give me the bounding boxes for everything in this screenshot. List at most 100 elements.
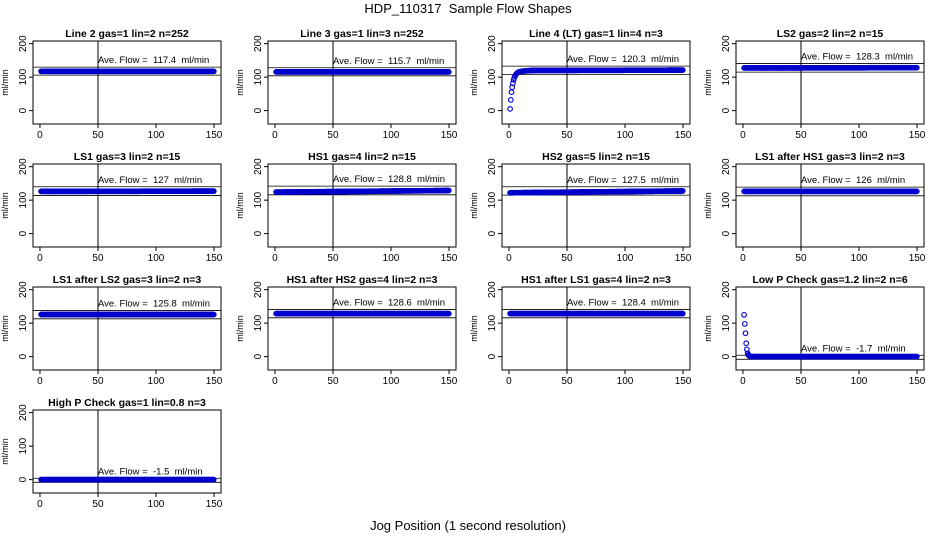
y-tick-label: 200 <box>18 158 29 175</box>
x-tick-label: 0 <box>272 253 278 264</box>
average-flow-label: Ave. Flow = 128.6 ml/min <box>333 297 445 308</box>
data-point <box>679 310 686 317</box>
y-tick-label: 200 <box>487 158 498 175</box>
y-tick-label: 0 <box>487 353 498 359</box>
average-flow-label: Ave. Flow = 128.4 ml/min <box>567 297 679 308</box>
x-tick-label: 150 <box>206 499 223 510</box>
x-tick-label: 0 <box>740 376 746 387</box>
x-tick-label: 0 <box>37 376 43 387</box>
y-tick-label: 200 <box>721 281 732 298</box>
y-tick-label: 100 <box>487 191 498 208</box>
y-tick-label: 0 <box>721 230 732 236</box>
y-tick-label: 100 <box>253 68 264 85</box>
plot-frame <box>501 40 691 125</box>
x-tick-label: 150 <box>675 130 692 141</box>
plot-panel: HS1 after HS2 gas=4 lin=2 n=3 0 50 100 150 0 1… <box>235 274 458 387</box>
y-axis-title: ml/min <box>469 192 479 219</box>
x-tick-label: 0 <box>37 499 43 510</box>
x-tick-label: 50 <box>561 376 573 387</box>
y-tick-label: 100 <box>721 314 732 331</box>
plot-frame <box>267 163 457 248</box>
y-tick-label: 200 <box>487 35 498 52</box>
y-axis-title: ml/min <box>703 69 713 96</box>
plot-panel: Low P Check gas=1.2 lin=2 n=6 0 50 100 150 0 1… <box>703 274 926 387</box>
x-tick-label: 100 <box>851 130 868 141</box>
plot-title: Low P Check gas=1.2 lin=2 n=6 <box>752 274 907 286</box>
x-tick-label: 100 <box>148 130 165 141</box>
plot-frame <box>267 40 457 125</box>
x-tick-label: 100 <box>148 499 165 510</box>
y-tick-label: 0 <box>721 353 732 359</box>
y-tick-label: 0 <box>721 107 732 113</box>
y-tick-label: 200 <box>18 35 29 52</box>
average-flow-label: Ave. Flow = 128.3 ml/min <box>801 51 913 62</box>
y-tick-label: 0 <box>487 107 498 113</box>
data-point <box>445 187 452 194</box>
x-tick-label: 50 <box>92 253 104 264</box>
y-axis-title: ml/min <box>703 192 713 219</box>
data-point <box>743 340 750 347</box>
average-flow-label: Ave. Flow = 127.5 ml/min <box>567 175 679 186</box>
y-axis-title: ml/min <box>703 315 713 342</box>
average-flow-label: Ave. Flow = 128.8 ml/min <box>333 174 445 185</box>
y-tick-label: 100 <box>721 68 732 85</box>
average-flow-label: Ave. Flow = 117.4 ml/min <box>98 55 209 66</box>
y-tick-label: 0 <box>18 230 29 236</box>
data-point <box>741 320 748 327</box>
y-axis-title: ml/min <box>0 438 10 465</box>
x-tick-label: 100 <box>383 130 400 141</box>
x-tick-label: 50 <box>561 130 573 141</box>
x-tick-label: 0 <box>506 376 512 387</box>
x-tick-label: 0 <box>37 253 43 264</box>
plot-frame <box>267 286 457 371</box>
plot-panel: Line 4 (LT) gas=1 lin=4 n=3 0 50 100 150 0 100… <box>469 28 692 141</box>
x-tick-label: 150 <box>206 130 223 141</box>
x-tick-label: 100 <box>617 253 634 264</box>
y-tick-label: 100 <box>18 437 29 454</box>
data-point <box>507 97 514 103</box>
average-flow-label: Ave. Flow = 125.8 ml/min <box>98 298 210 309</box>
y-tick-label: 100 <box>721 191 732 208</box>
data-point <box>679 188 686 194</box>
y-tick-label: 200 <box>721 158 732 175</box>
y-tick-label: 200 <box>721 35 732 52</box>
plot-frame <box>735 163 925 248</box>
y-tick-label: 0 <box>18 476 29 482</box>
plot-frame <box>32 409 222 494</box>
plot-frame <box>735 286 925 371</box>
x-tick-label: 50 <box>327 253 339 264</box>
plot-frame <box>32 163 222 248</box>
plot-title: LS1 after HS1 gas=3 lin=2 n=3 <box>755 151 905 163</box>
data-point <box>742 330 749 337</box>
data-point <box>913 64 920 71</box>
data-point <box>210 188 217 194</box>
data-point <box>913 188 920 195</box>
plot-title: High P Check gas=1 lin=0.8 n=3 <box>48 397 206 409</box>
x-tick-label: 0 <box>740 130 746 141</box>
x-tick-label: 150 <box>909 376 926 387</box>
x-tick-label: 150 <box>206 253 223 264</box>
plot-frame <box>501 286 691 371</box>
plot-panel: LS1 after LS2 gas=3 lin=2 n=3 0 50 100 150 0 1… <box>0 274 223 387</box>
y-axis-title: ml/min <box>0 69 10 96</box>
y-tick-label: 100 <box>253 314 264 331</box>
x-tick-label: 50 <box>92 130 104 141</box>
y-axis-title: ml/min <box>235 192 245 219</box>
y-tick-label: 100 <box>18 68 29 85</box>
y-tick-label: 0 <box>253 107 264 113</box>
x-tick-label: 0 <box>740 253 746 264</box>
plot-panel: LS2 gas=2 lin=2 n=15 0 50 100 150 0 100 200 ml/m… <box>703 28 926 141</box>
x-tick-label: 100 <box>148 376 165 387</box>
plot-panel: Line 3 gas=1 lin=3 n=252 0 50 100 150 0 100 200… <box>235 28 458 141</box>
y-axis-title: ml/min <box>469 69 479 96</box>
average-flow-label: Ave. Flow = -1.7 ml/min <box>801 343 906 354</box>
plot-title: HS2 gas=5 lin=2 n=15 <box>542 151 650 163</box>
data-point <box>913 353 920 360</box>
data-point <box>210 68 217 75</box>
x-tick-label: 150 <box>909 253 926 264</box>
x-tick-label: 50 <box>92 499 104 510</box>
x-tick-label: 150 <box>441 253 458 264</box>
average-flow-label: Ave. Flow = 120.3 ml/min <box>567 54 679 65</box>
plot-frame <box>32 286 222 371</box>
